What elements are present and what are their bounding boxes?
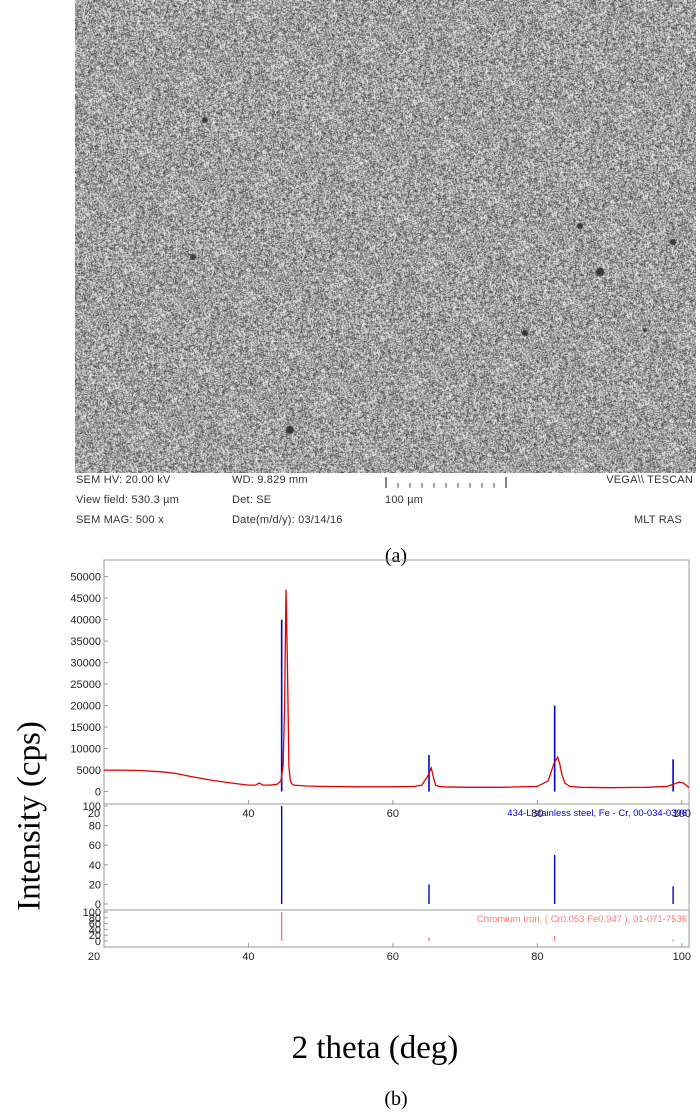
measured-pattern-line <box>104 589 690 789</box>
y-tick-label: 60 <box>89 919 101 931</box>
y-tick-label: 100 <box>83 801 101 813</box>
y-tick-label: 80 <box>89 913 101 925</box>
x-tick-label: 60 <box>387 808 399 820</box>
sem-wd: WD: 9.829 mm <box>232 474 308 486</box>
reference-chromium-iron-panel-frame <box>103 909 690 948</box>
y-tick-label: 35000 <box>70 636 101 648</box>
y-tick-label: 15000 <box>70 722 101 734</box>
y-tick-label: 5000 <box>77 765 101 777</box>
x-tick-label: 20 <box>88 808 100 820</box>
y-tick-label: 0 <box>95 899 101 911</box>
x-tick-label: 60 <box>387 951 399 963</box>
y-tick-label: 10000 <box>70 744 101 756</box>
y-tick-label: 30000 <box>70 658 101 670</box>
pattern-panel-frame <box>103 559 690 805</box>
x-tick-label: 80 <box>531 808 543 820</box>
x-tick-label: 40 <box>242 951 254 963</box>
sem-magnification: SEM MAG: 500 x <box>76 514 164 526</box>
y-tick-label: 40000 <box>70 615 101 627</box>
y-tick-label: 40 <box>89 924 101 936</box>
xrd-chart: 0500010000150002000025000300003500040000… <box>70 559 691 963</box>
x-axis-label: 2 theta (deg) <box>291 1030 459 1066</box>
y-axis-label: Intensity (cps) <box>11 721 48 911</box>
sem-hv: SEM HV: 20.00 kV <box>76 474 171 486</box>
sem-brand: VEGA\\ TESCAN <box>606 474 693 486</box>
sem-lab: MLT RAS <box>633 514 682 526</box>
x-tick-label: 100 <box>673 808 691 820</box>
y-tick-label: 40 <box>89 860 101 872</box>
y-tick-label: 0 <box>95 936 101 948</box>
reference-label: 434-L stainless steel, Fe - Cr, 00-034-0… <box>507 808 687 819</box>
y-tick-label: 80 <box>89 821 101 833</box>
scale-bar <box>385 477 507 488</box>
y-tick-label: 45000 <box>70 593 101 605</box>
y-tick-label: 100 <box>83 907 101 919</box>
y-tick-label: 20 <box>89 930 101 942</box>
y-tick-label: 20 <box>89 879 101 891</box>
x-tick-label: 20 <box>88 951 100 963</box>
sem-info-bar: SEM HV: 20.00 kV WD: 9.829 mm VEGA\\ TES… <box>75 473 696 531</box>
y-tick-label: 0 <box>95 787 101 799</box>
x-tick-label: 40 <box>242 808 254 820</box>
x-tick-label: 100 <box>673 951 691 963</box>
y-tick-label: 20000 <box>70 701 101 713</box>
sem-scale-label: 100 µm <box>385 494 424 506</box>
caption-b: (b) <box>384 1088 408 1110</box>
sem-detector: Det: SE <box>232 494 272 506</box>
x-tick-label: 80 <box>531 951 543 963</box>
sem-micrograph <box>75 0 696 473</box>
sem-view-field: View field: 530.3 µm <box>76 494 180 506</box>
y-tick-label: 50000 <box>70 572 101 584</box>
y-tick-label: 60 <box>89 840 101 852</box>
y-tick-label: 25000 <box>70 679 101 691</box>
reference-label: Chromium Iron, ( Cr0.053 Fe0.947 ), 01-0… <box>477 914 687 925</box>
sem-date: Date(m/d/y): 03/14/16 <box>232 514 343 526</box>
caption-a: (a) <box>384 545 408 567</box>
